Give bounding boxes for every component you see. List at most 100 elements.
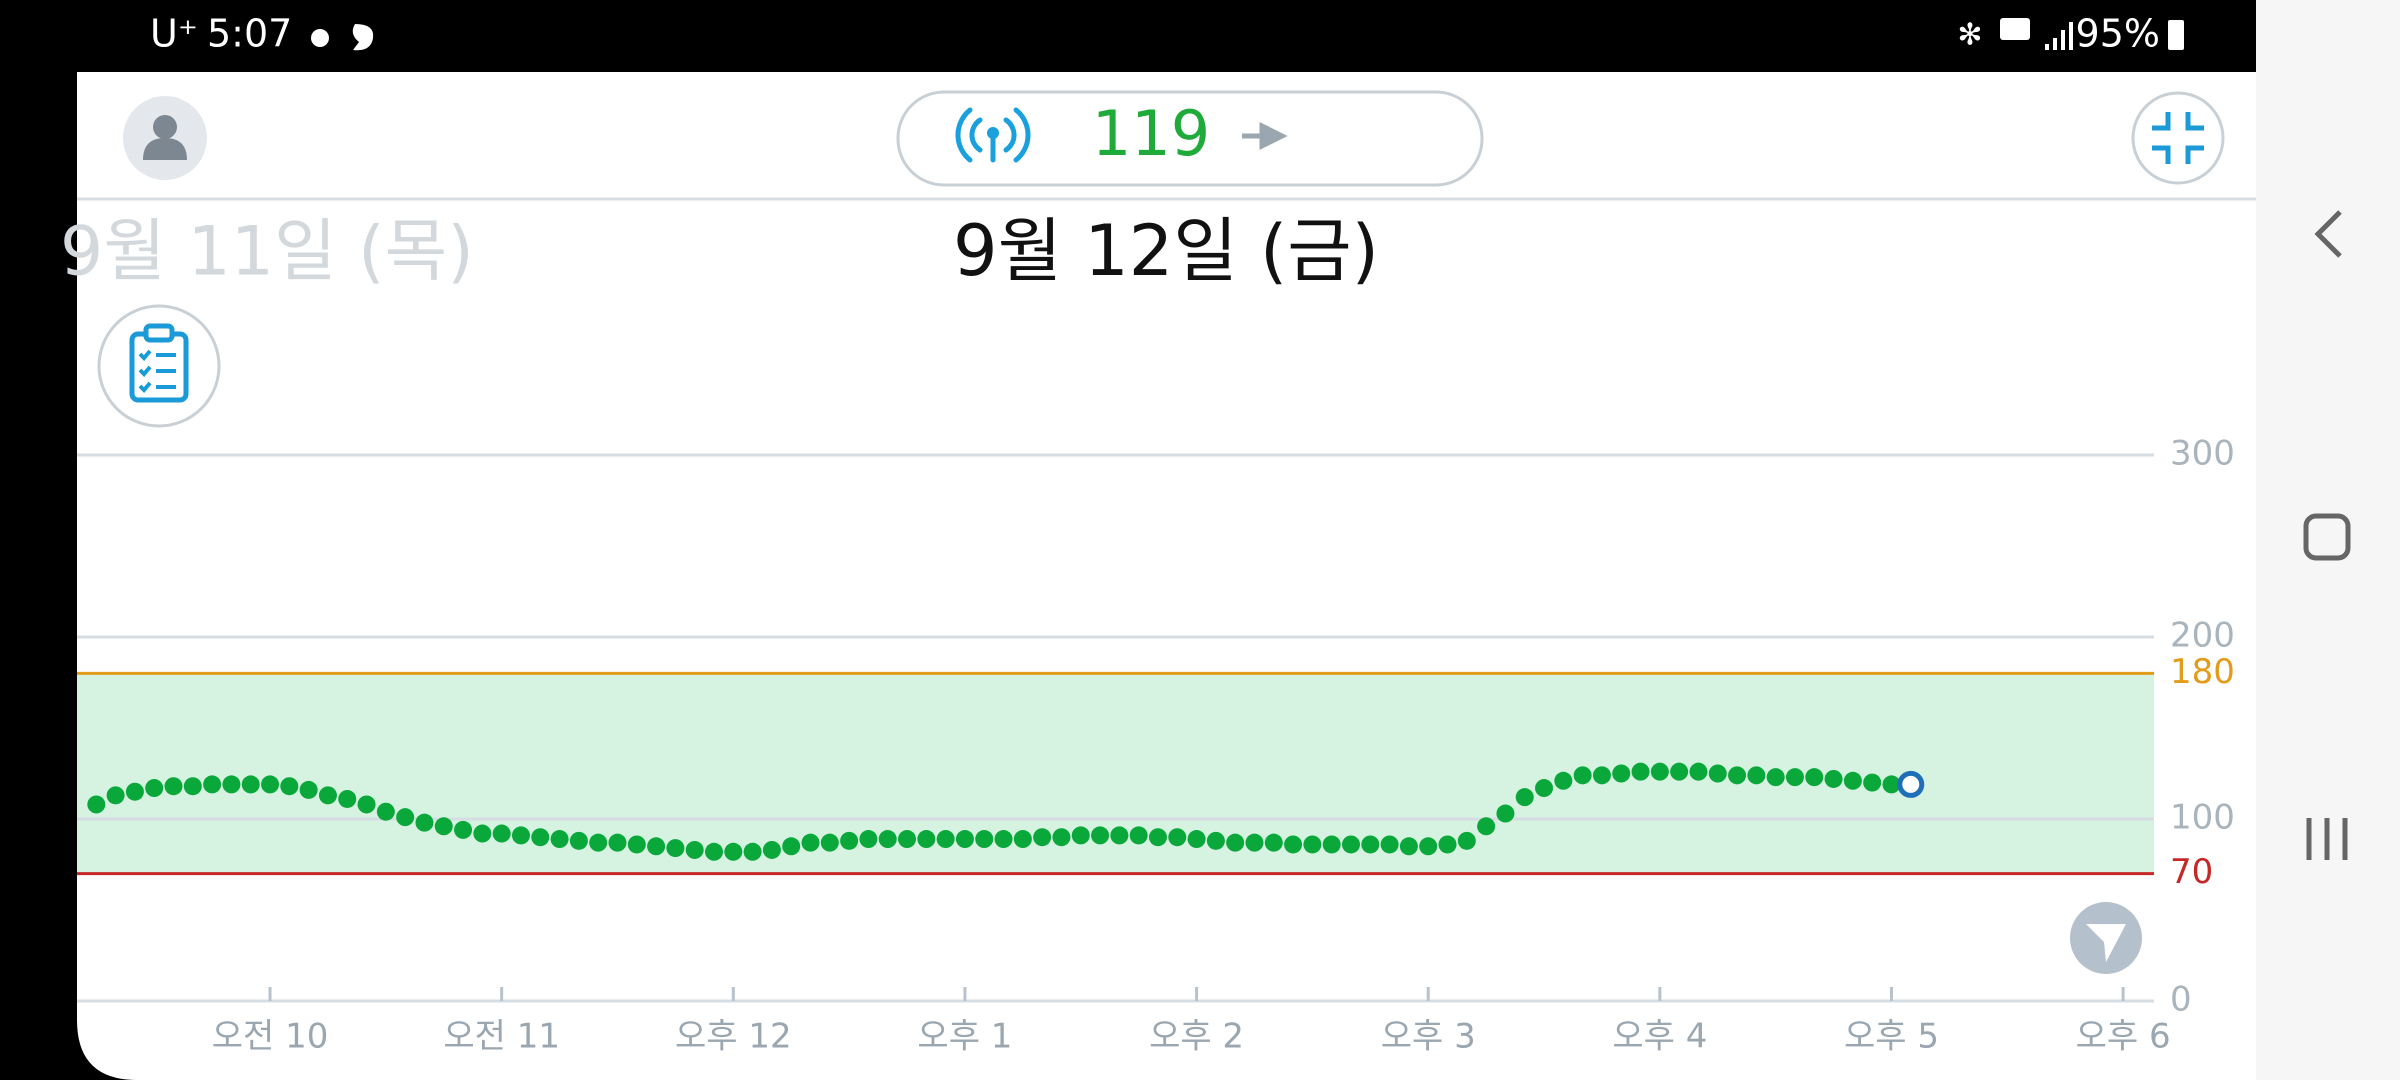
current-date: 9월 12일 (금): [953, 210, 1379, 292]
reading-dot: [801, 833, 820, 852]
clock: 5:07: [207, 12, 292, 56]
profile-button[interactable]: [123, 96, 207, 180]
x-tick-label: 오후 2: [1149, 1017, 1244, 1057]
reading-dot: [318, 786, 337, 805]
signal-icon: [2045, 22, 2073, 50]
x-tick-label: 오전 11: [443, 1017, 560, 1057]
reading-dot: [454, 820, 473, 839]
reading-dot: [1515, 788, 1534, 807]
reading-dot: [1824, 769, 1843, 788]
reading-dot: [1303, 835, 1322, 854]
reading-dot: [145, 779, 164, 798]
target-label: 180: [2170, 652, 2235, 692]
reading-dot: [955, 830, 974, 849]
reading-dot: [1419, 837, 1438, 856]
reading-dot: [1766, 768, 1785, 787]
reading-dot: [1284, 835, 1303, 854]
reading-dot: [1380, 835, 1399, 854]
reading-dot: [724, 842, 743, 861]
glucose-pill[interactable]: 119: [896, 90, 1484, 187]
reading-dot: [608, 833, 627, 852]
x-tick-label: 오후 3: [1381, 1017, 1476, 1057]
battery-icon: [2168, 20, 2184, 50]
reading-dot: [125, 782, 144, 801]
collapse-button[interactable]: [2131, 91, 2225, 185]
reading-dot: [936, 830, 955, 849]
reading-dot: [203, 775, 222, 794]
reading-dot: [1554, 771, 1573, 790]
reading-dot: [1592, 766, 1611, 785]
bluetooth-icon: ✻: [1957, 18, 1982, 53]
reading-dot: [1863, 773, 1882, 792]
reading-dot: [704, 842, 723, 861]
reading-dot: [820, 833, 839, 852]
scroll-down-button[interactable]: [2070, 902, 2142, 974]
reading-dot: [994, 830, 1013, 849]
x-tick-label: 오후 12: [675, 1017, 792, 1057]
reading-dot: [685, 840, 704, 859]
x-tick-label: 오후 5: [1844, 1017, 1939, 1057]
reading-dot: [975, 830, 994, 849]
reading-dot: [589, 833, 608, 852]
reading-dot: [531, 828, 550, 847]
reading-dot: [1457, 831, 1476, 850]
reading-dot: [1110, 826, 1129, 845]
y-tick-label: 300: [2170, 434, 2235, 474]
latest-reading: [1897, 770, 1925, 798]
reading-dot: [782, 837, 801, 856]
reading-dot: [396, 808, 415, 827]
previous-date[interactable]: 9월 11일 (목): [60, 213, 474, 292]
network-icon: [2000, 18, 2030, 40]
reading-dot: [1612, 764, 1631, 783]
reading-dot: [1052, 828, 1071, 847]
reading-dot: [1168, 828, 1187, 847]
glucose-chart: 0 100 200 300 180 70 오전 10 오전 11 오후 12 오후 1 오후 2 오후…: [77, 434, 2235, 1057]
home-button[interactable]: [2303, 513, 2351, 561]
recents-button[interactable]: [2306, 818, 2348, 860]
reading-dot: [492, 824, 511, 843]
reading-dot: [1631, 762, 1650, 781]
reading-dot: [1805, 768, 1824, 787]
reading-dot: [1496, 804, 1515, 823]
reading-dot: [627, 835, 646, 854]
reading-dot: [222, 775, 241, 794]
nav-bar: [2256, 0, 2400, 1080]
reading-dot: [473, 824, 492, 843]
x-tick-label: 오후 6: [2076, 1017, 2171, 1057]
reading-dot: [1728, 766, 1747, 785]
reading-dot: [376, 802, 395, 821]
reading-dot: [1785, 768, 1804, 787]
y-tick-label: 200: [2170, 616, 2235, 656]
reading-dot: [1148, 828, 1167, 847]
reading-dot: [1438, 835, 1457, 854]
reading-dot: [840, 831, 859, 850]
battery-level: 95%: [2076, 12, 2160, 56]
reading-dot: [1747, 766, 1766, 785]
reading-dot: [1477, 817, 1496, 836]
target-label: 70: [2170, 852, 2213, 892]
status-icon: [352, 24, 374, 51]
reading-dot: [164, 777, 183, 796]
reading-dot: [1264, 833, 1283, 852]
reading-dot: [1650, 762, 1669, 781]
logbook-button[interactable]: [97, 304, 221, 428]
reading-dot: [569, 831, 588, 850]
reading-dot: [859, 830, 878, 849]
reading-dot: [1843, 771, 1862, 790]
reading-dot: [299, 780, 318, 799]
reading-dot: [106, 786, 125, 805]
reading-dot: [1399, 837, 1418, 856]
reading-dot: [434, 817, 453, 836]
y-tick-label: 100: [2170, 798, 2235, 838]
reading-dot: [1341, 835, 1360, 854]
reading-dot: [550, 830, 569, 849]
carrier: U⁺: [150, 12, 198, 56]
reading-dot: [1573, 766, 1592, 785]
reading-dot: [1708, 764, 1727, 783]
reading-dot: [1322, 835, 1341, 854]
reading-dot: [1033, 828, 1052, 847]
back-button[interactable]: [2314, 210, 2342, 258]
reading-dot: [878, 830, 897, 849]
reading-dot: [762, 840, 781, 859]
